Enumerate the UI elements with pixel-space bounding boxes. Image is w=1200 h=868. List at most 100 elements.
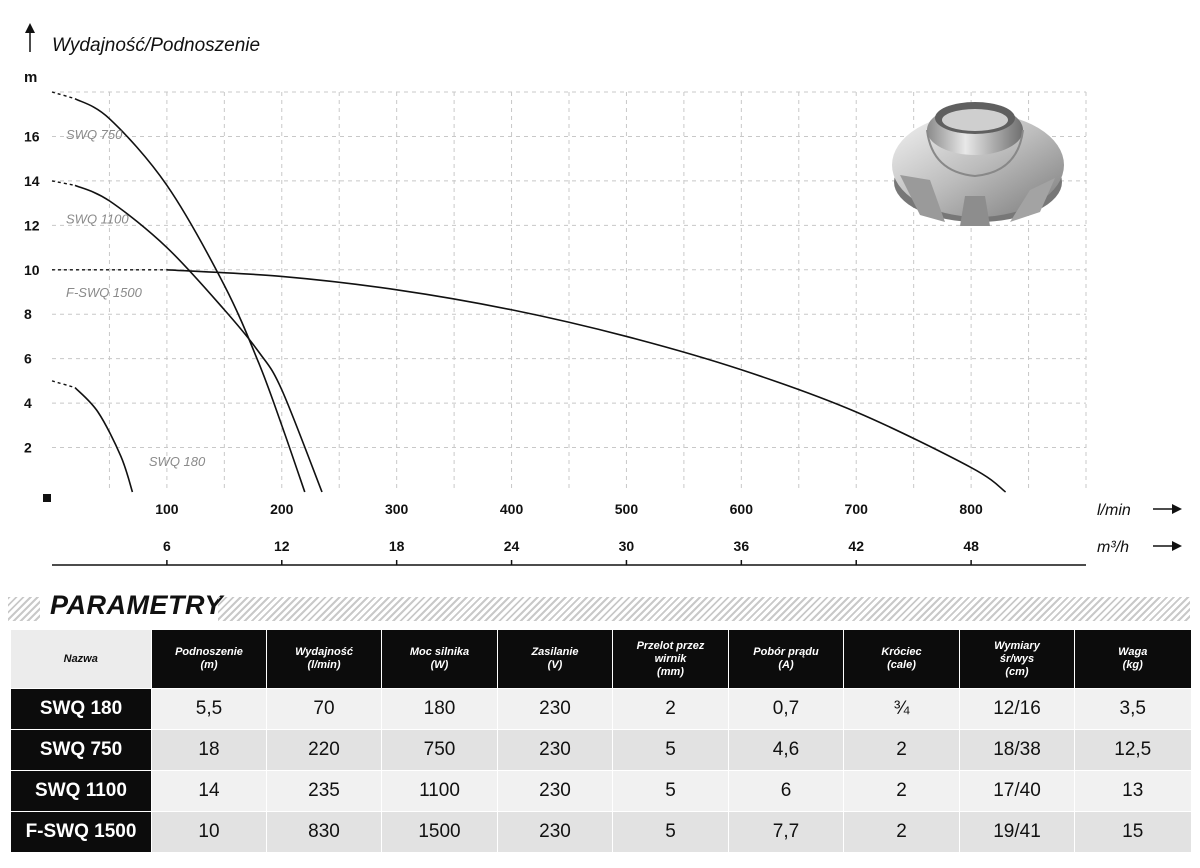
series-curve-dashed xyxy=(51,91,76,100)
header-cell: Króciec (cale) xyxy=(843,630,960,689)
x-axis-arrow-icon xyxy=(1153,504,1182,514)
series-curve xyxy=(74,184,323,493)
x2-tick-label: 36 xyxy=(734,538,750,554)
series-curve-dashed xyxy=(51,380,76,389)
header-cell: Wymiary śr/wys (cm) xyxy=(959,630,1075,689)
table-cell: 220 xyxy=(266,729,382,771)
table-cell: 180 xyxy=(381,688,498,730)
table-row: SWQ 180 5,5 70 180 230 2 0,7 ¾ 12/16 3,5 xyxy=(10,688,1191,730)
table-cell: 2 xyxy=(843,811,960,852)
y-tick-label: 10 xyxy=(24,262,40,278)
series-curve-dashed xyxy=(51,180,76,187)
table-row: SWQ 1100 14 235 1100 230 5 6 2 17/40 13 xyxy=(10,770,1191,812)
x2-tick-label: 18 xyxy=(389,538,405,554)
header-cell: Zasilanie (V) xyxy=(497,630,613,689)
x2-tick-label: 12 xyxy=(274,538,290,554)
x-tick-label: 200 xyxy=(270,501,294,517)
y-tick-label: 4 xyxy=(24,395,32,411)
x-axis-label: l/min xyxy=(1097,502,1131,519)
x-tick-labels: 100 200 300 400 500 600 700 800 xyxy=(155,501,983,517)
table-cell: 4,6 xyxy=(728,729,844,771)
table-cell: 0,7 xyxy=(728,688,844,730)
x-tick-label: 300 xyxy=(385,501,409,517)
table-cell: 5 xyxy=(612,729,729,771)
table-cell: 2 xyxy=(843,729,960,771)
header-cell: Pobór prądu (A) xyxy=(728,630,844,689)
table-cell: 230 xyxy=(497,770,613,812)
impeller-image xyxy=(892,102,1064,226)
row-name-cell: SWQ 750 xyxy=(10,729,152,771)
table-cell: 17/40 xyxy=(959,770,1075,812)
table-cell: 2 xyxy=(612,688,729,730)
row-name-cell: F-SWQ 1500 xyxy=(10,811,152,852)
table-row: SWQ 750 18 220 750 230 5 4,6 2 18/38 12,5 xyxy=(10,729,1191,771)
chart-title: Wydajność/Podnoszenie xyxy=(52,35,260,56)
y-tick-label: 16 xyxy=(24,128,40,144)
x-tick-label: 100 xyxy=(155,501,179,517)
hatch-decoration-right xyxy=(218,597,1190,621)
y-axis-label: m xyxy=(24,69,37,86)
table-cell: 10 xyxy=(151,811,267,852)
table-cell: 5,5 xyxy=(151,688,267,730)
table-cell: 12,5 xyxy=(1074,729,1191,771)
x2-tick-label: 24 xyxy=(504,538,520,554)
table-cell: 15 xyxy=(1074,811,1191,852)
y-tick-label: 6 xyxy=(24,351,32,367)
table-cell: 830 xyxy=(266,811,382,852)
parameters-section-header: PARAMETRY xyxy=(0,588,1200,630)
x2-tick-label: 6 xyxy=(163,538,171,554)
table-cell: 750 xyxy=(381,729,498,771)
table-body: SWQ 180 5,5 70 180 230 2 0,7 ¾ 12/16 3,5 SWQ 750 18… xyxy=(10,688,1191,852)
x-tick-label: 600 xyxy=(730,501,754,517)
header-cell: Waga (kg) xyxy=(1074,630,1191,689)
x2-tick-label: 42 xyxy=(848,538,864,554)
hatch-decoration-left xyxy=(8,597,40,621)
table-cell: 2 xyxy=(843,770,960,812)
header-cell: Podnoszenie (m) xyxy=(151,630,267,689)
header-cell: Moc silnika (W) xyxy=(381,630,498,689)
origin-marker xyxy=(43,494,51,502)
series-curve xyxy=(74,386,134,493)
table-cell: 7,7 xyxy=(728,811,844,852)
y-tick-labels: 2 4 6 8 10 12 14 16 xyxy=(24,128,40,455)
series-curve xyxy=(166,268,1007,493)
header-cell: Przelot przez wirnik (mm) xyxy=(612,630,729,689)
x-tick-label: 500 xyxy=(615,501,639,517)
table-cell: 12/16 xyxy=(959,688,1075,730)
x-tick-label: 700 xyxy=(845,501,869,517)
table-row: F-SWQ 1500 10 830 1500 230 5 7,7 2 19/41 15 xyxy=(10,811,1191,852)
x-tick-label: 800 xyxy=(959,501,983,517)
series-label: F-SWQ 1500 xyxy=(66,285,143,300)
table-cell: 1100 xyxy=(381,770,498,812)
series-label: SWQ 180 xyxy=(149,454,206,469)
y-tick-label: 8 xyxy=(24,306,32,322)
table-cell: 70 xyxy=(266,688,382,730)
row-name-cell: SWQ 180 xyxy=(10,688,152,730)
table-cell: 6 xyxy=(728,770,844,812)
y-tick-label: 14 xyxy=(24,173,40,189)
x2-axis-arrow-icon xyxy=(1153,541,1182,551)
table-cell: 13 xyxy=(1074,770,1191,812)
table-cell: 19/41 xyxy=(959,811,1075,852)
table-cell: 18/38 xyxy=(959,729,1075,771)
table-cell: 230 xyxy=(497,688,613,730)
y-axis-arrow-icon xyxy=(25,23,35,52)
x2-axis-label: m³/h xyxy=(1097,539,1129,556)
y-tick-label: 2 xyxy=(24,440,32,456)
table-cell: 1500 xyxy=(381,811,498,852)
table-cell: ¾ xyxy=(843,688,960,730)
table-cell: 3,5 xyxy=(1074,688,1191,730)
parameters-table: Nazwa Podnoszenie (m) Wydajność (l/min) Moc… xyxy=(10,630,1191,852)
table-cell: 5 xyxy=(612,811,729,852)
section-title: PARAMETRY xyxy=(50,590,224,620)
table-cell: 230 xyxy=(497,729,613,771)
x-tick-label: 400 xyxy=(500,501,524,517)
table-header-row: Nazwa Podnoszenie (m) Wydajność (l/min) Moc… xyxy=(10,630,1191,689)
table-cell: 18 xyxy=(151,729,267,771)
table-cell: 14 xyxy=(151,770,267,812)
x2-tick-label: 48 xyxy=(963,538,979,554)
table-cell: 230 xyxy=(497,811,613,852)
y-tick-label: 12 xyxy=(24,217,40,233)
header-cell: Wydajność (l/min) xyxy=(266,630,382,689)
series-label: SWQ 1100 xyxy=(66,212,129,227)
